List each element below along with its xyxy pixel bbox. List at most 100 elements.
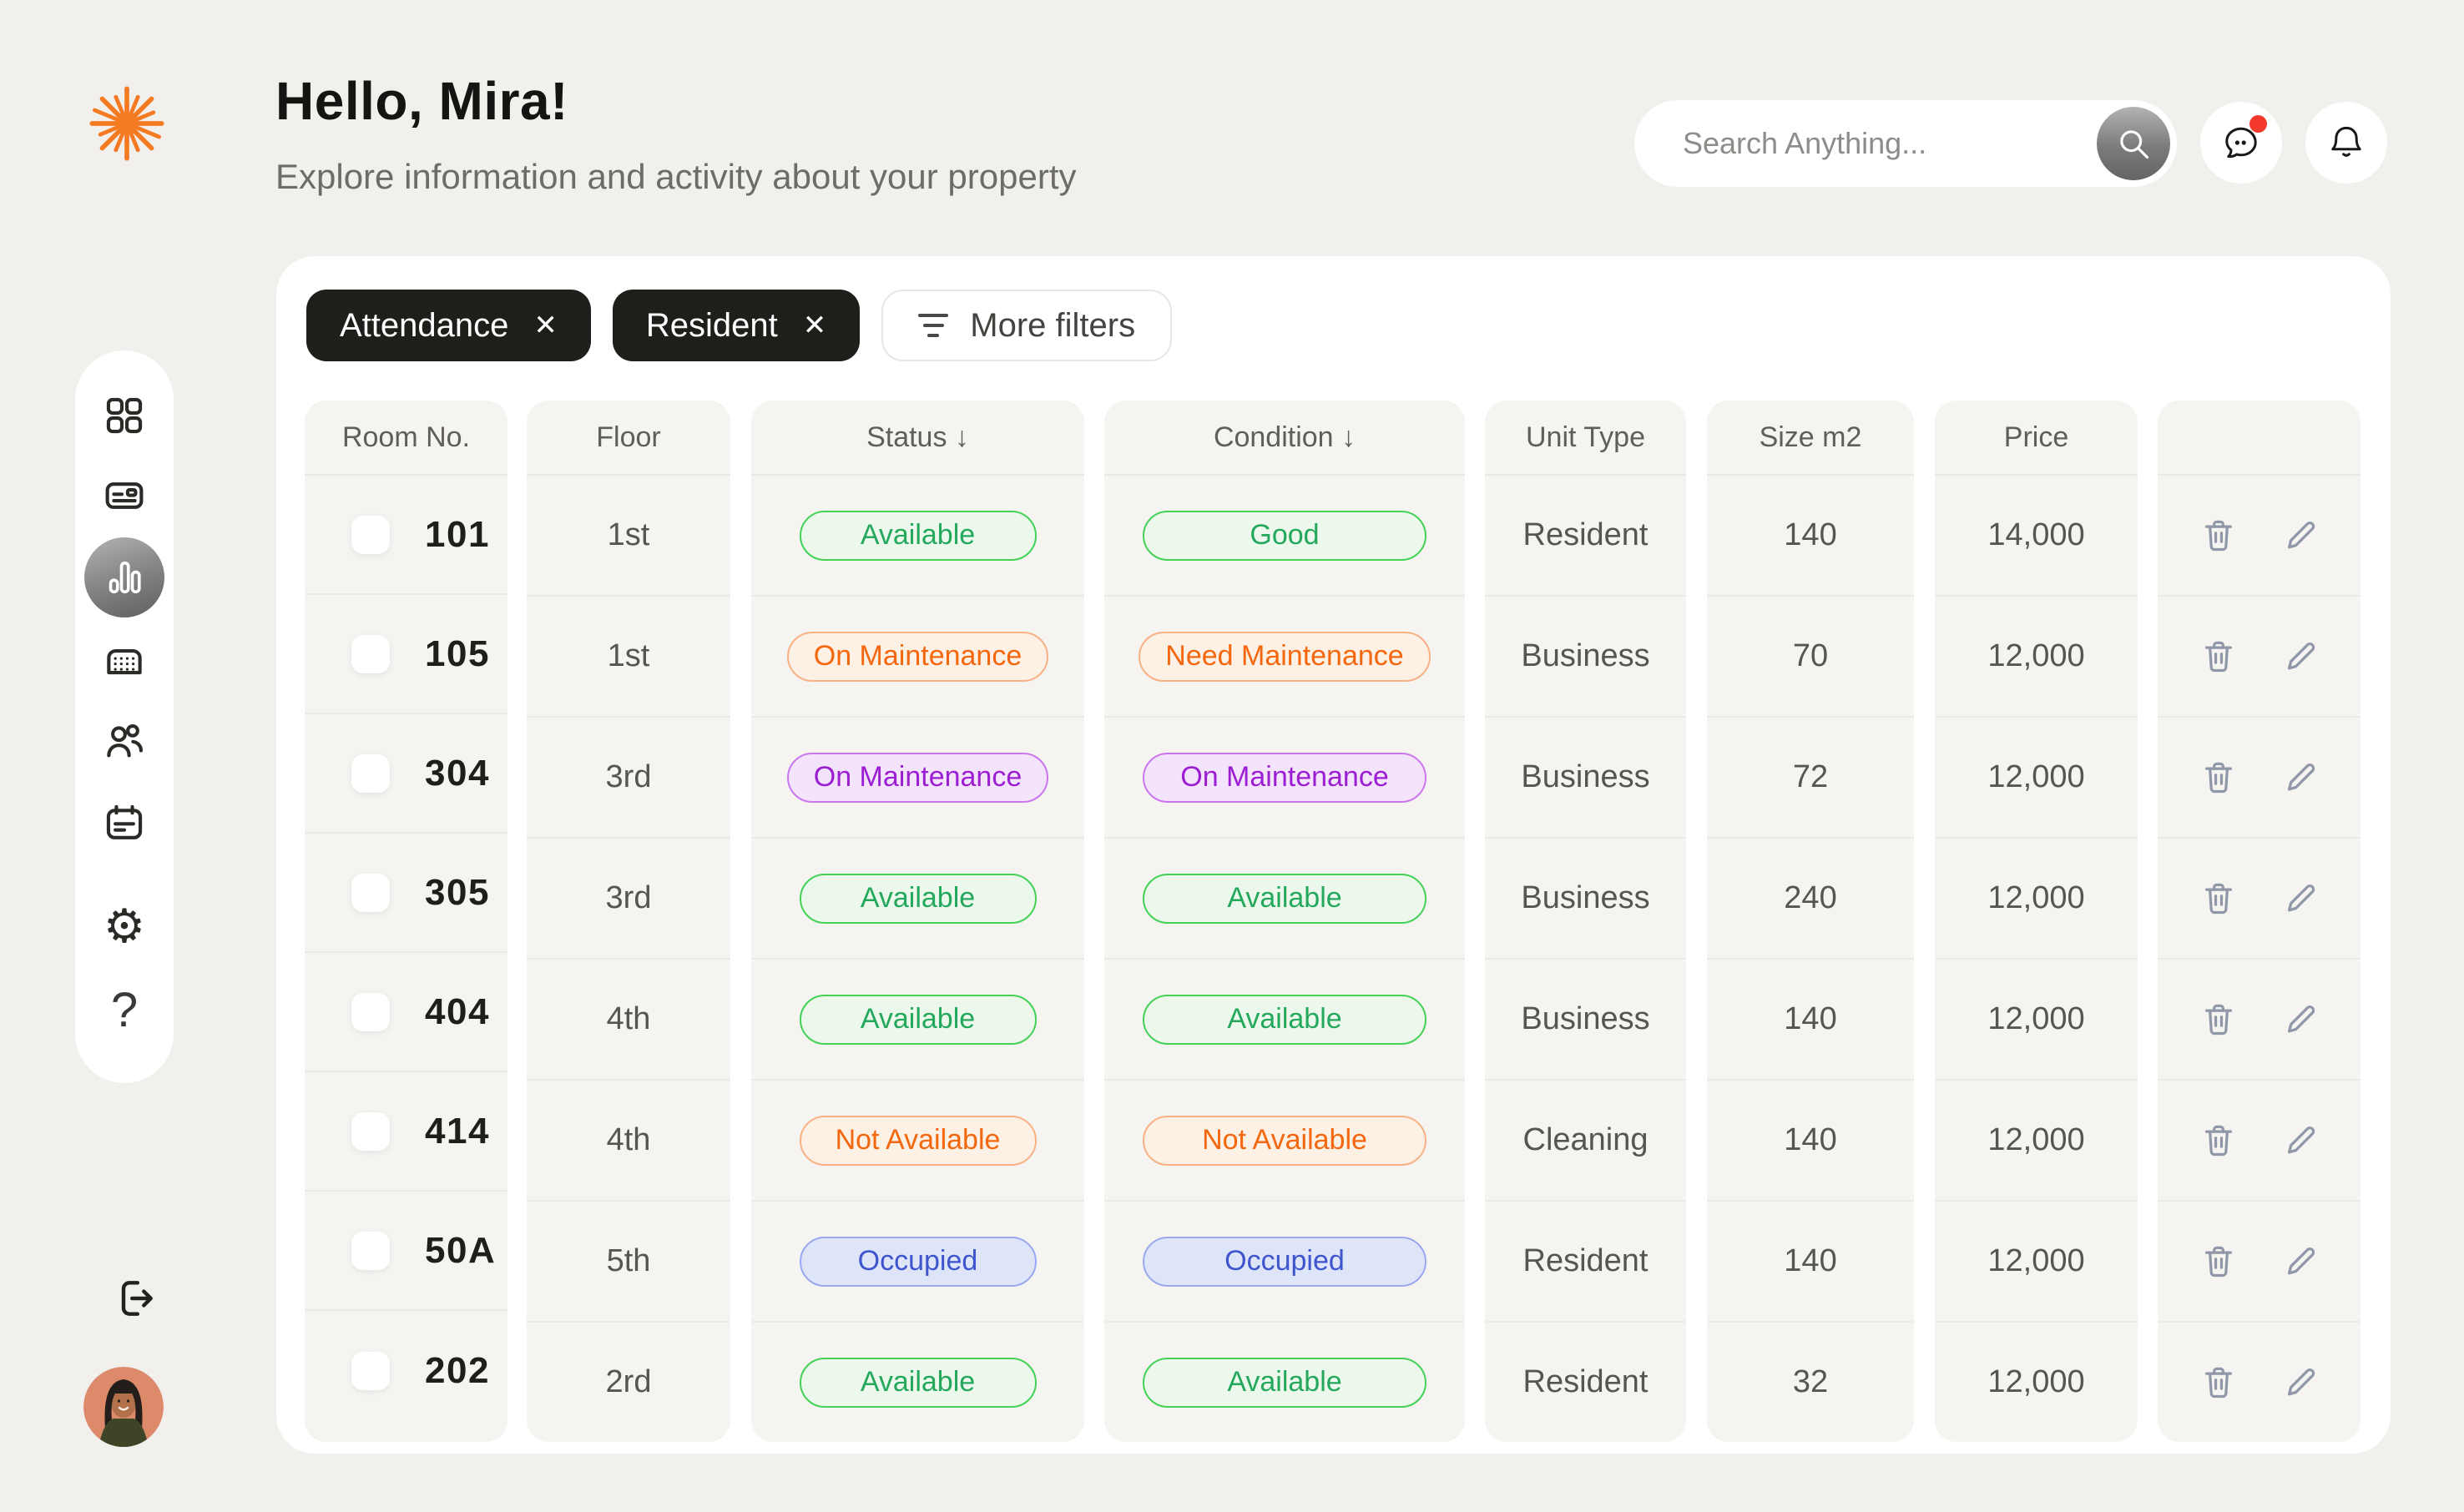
settings-gear-icon[interactable]: ⚙: [103, 900, 146, 952]
filter-chip-attendance[interactable]: Attendance ✕: [306, 290, 591, 361]
condition-badge: Good: [1143, 510, 1426, 561]
sidebar-item-dashboard[interactable]: [103, 394, 146, 437]
sidebar-item-cards[interactable]: [103, 474, 146, 517]
sidebar-item-residents[interactable]: [103, 719, 146, 763]
trash-icon[interactable]: [2199, 1000, 2238, 1039]
column-header-actions: [2158, 401, 2360, 476]
more-filters-button[interactable]: More filters: [881, 290, 1173, 361]
trash-icon[interactable]: [2199, 1363, 2238, 1402]
room-number: 414: [425, 1110, 490, 1152]
column-floor: Floor 1st 1st 3rd 3rd 4th 4th 5th 2rd: [527, 401, 730, 1442]
trash-icon[interactable]: [2199, 1242, 2238, 1281]
row-checkbox[interactable]: [351, 1111, 390, 1151]
filter-chip-resident[interactable]: Resident ✕: [612, 290, 861, 361]
actions-cell: [2158, 1323, 2360, 1442]
search-input[interactable]: [1634, 106, 2075, 181]
size-cell: 240: [1707, 839, 1914, 960]
row-checkbox[interactable]: [351, 753, 390, 793]
sidebar-item-analytics-active[interactable]: [84, 537, 164, 617]
pencil-icon[interactable]: [2281, 759, 2320, 797]
search-bar: [1634, 100, 2177, 187]
filter-chip-label: Attendance: [340, 306, 509, 344]
grid-icon: [106, 397, 143, 434]
price-cell: 12,000: [1935, 718, 2138, 839]
bar-chart-icon: [109, 561, 141, 594]
logout-button[interactable]: [112, 1275, 159, 1322]
column-header-price[interactable]: Price: [1935, 401, 2138, 476]
sidebar-item-building[interactable]: [103, 638, 146, 681]
column-header-room-no[interactable]: Room No.: [305, 401, 507, 476]
column-header-size[interactable]: Size m2: [1707, 401, 1914, 476]
row-checkbox[interactable]: [351, 1351, 390, 1390]
actions-cell: [2158, 839, 2360, 960]
trash-icon[interactable]: [2199, 1121, 2238, 1160]
remove-filter-icon[interactable]: ✕: [533, 310, 558, 341]
pencil-icon[interactable]: [2281, 879, 2320, 918]
pencil-icon[interactable]: [2281, 517, 2320, 555]
size-cell: 140: [1707, 960, 1914, 1081]
room-number: 305: [425, 871, 490, 913]
column-header-status[interactable]: Status ↓: [751, 401, 1084, 476]
condition-cell: Available: [1104, 1323, 1465, 1442]
id-card-icon: [105, 482, 144, 509]
notifications-button[interactable]: [2305, 102, 2387, 184]
trash-icon[interactable]: [2199, 517, 2238, 555]
room-number: 105: [425, 633, 490, 674]
column-room-no: Room No. 101 105 304 305 404 414 50A 202: [305, 401, 507, 1442]
sidebar-item-schedule[interactable]: [103, 801, 146, 844]
column-header-unit-type[interactable]: Unit Type: [1485, 401, 1686, 476]
price-cell: 12,000: [1935, 597, 2138, 718]
avatar-photo: [83, 1367, 164, 1447]
actions-cell: [2158, 1202, 2360, 1323]
price-cell: 12,000: [1935, 1202, 2138, 1323]
column-size: Size m2 140 70 72 240 140 140 140 32: [1707, 401, 1914, 1442]
condition-badge: Occupied: [1143, 1236, 1426, 1287]
messages-button[interactable]: [2200, 102, 2282, 184]
help-icon[interactable]: ?: [110, 983, 139, 1037]
actions-cell: [2158, 476, 2360, 597]
floor-cell: 3rd: [527, 718, 730, 839]
column-unit-type: Unit Type Resident Business Business Busines…: [1485, 401, 1686, 1442]
pencil-icon[interactable]: [2281, 1121, 2320, 1160]
trash-icon[interactable]: [2199, 879, 2238, 918]
unit_type-cell: Cleaning: [1485, 1081, 1686, 1202]
room-number: 101: [425, 513, 490, 555]
condition-cell: Occupied: [1104, 1202, 1465, 1323]
trash-icon[interactable]: [2199, 638, 2238, 676]
status-cell: Occupied: [751, 1202, 1084, 1323]
pencil-icon[interactable]: [2281, 1000, 2320, 1039]
price-cell: 12,000: [1935, 960, 2138, 1081]
search-button[interactable]: [2097, 107, 2170, 180]
unit_type-cell: Resident: [1522, 1364, 1649, 1399]
trash-icon[interactable]: [2199, 759, 2238, 797]
floor-cell: 1st: [527, 597, 730, 718]
condition-cell: On Maintenance: [1104, 718, 1465, 839]
row-checkbox[interactable]: [351, 1231, 390, 1270]
column-status: Status ↓ Available On Maintenance On Mainte…: [751, 401, 1084, 1442]
price-cell: 12,000: [1987, 1364, 2085, 1399]
room-number: 404: [425, 990, 490, 1032]
column-header-floor[interactable]: Floor: [527, 401, 730, 476]
row-checkbox[interactable]: [351, 634, 390, 673]
row-checkbox[interactable]: [351, 873, 390, 912]
room-cell: 105: [305, 595, 507, 714]
pencil-icon[interactable]: [2281, 1363, 2320, 1402]
user-avatar[interactable]: [83, 1367, 164, 1447]
floor-cell: 4th: [527, 960, 730, 1081]
floor-cell: 2rd: [605, 1364, 652, 1399]
rooms-panel: Attendance ✕ Resident ✕ More filters Roo…: [276, 256, 2391, 1454]
actions-cell: [2158, 1081, 2360, 1202]
status-cell: On Maintenance: [751, 597, 1084, 718]
pencil-icon[interactable]: [2281, 1242, 2320, 1281]
status-badge: Available: [799, 873, 1037, 924]
row-checkbox[interactable]: [351, 515, 390, 554]
remove-filter-icon[interactable]: ✕: [802, 310, 827, 341]
column-header-condition[interactable]: Condition ↓: [1104, 401, 1465, 476]
condition-cell: Available: [1104, 839, 1465, 960]
price-cell: 14,000: [1935, 476, 2138, 597]
status-badge: On Maintenance: [786, 631, 1049, 682]
column-price: Price 14,000 12,000 12,000 12,000 12,000 12,00…: [1935, 401, 2138, 1442]
pencil-icon[interactable]: [2281, 638, 2320, 676]
size-cell: 140: [1707, 1081, 1914, 1202]
row-checkbox[interactable]: [351, 992, 390, 1031]
